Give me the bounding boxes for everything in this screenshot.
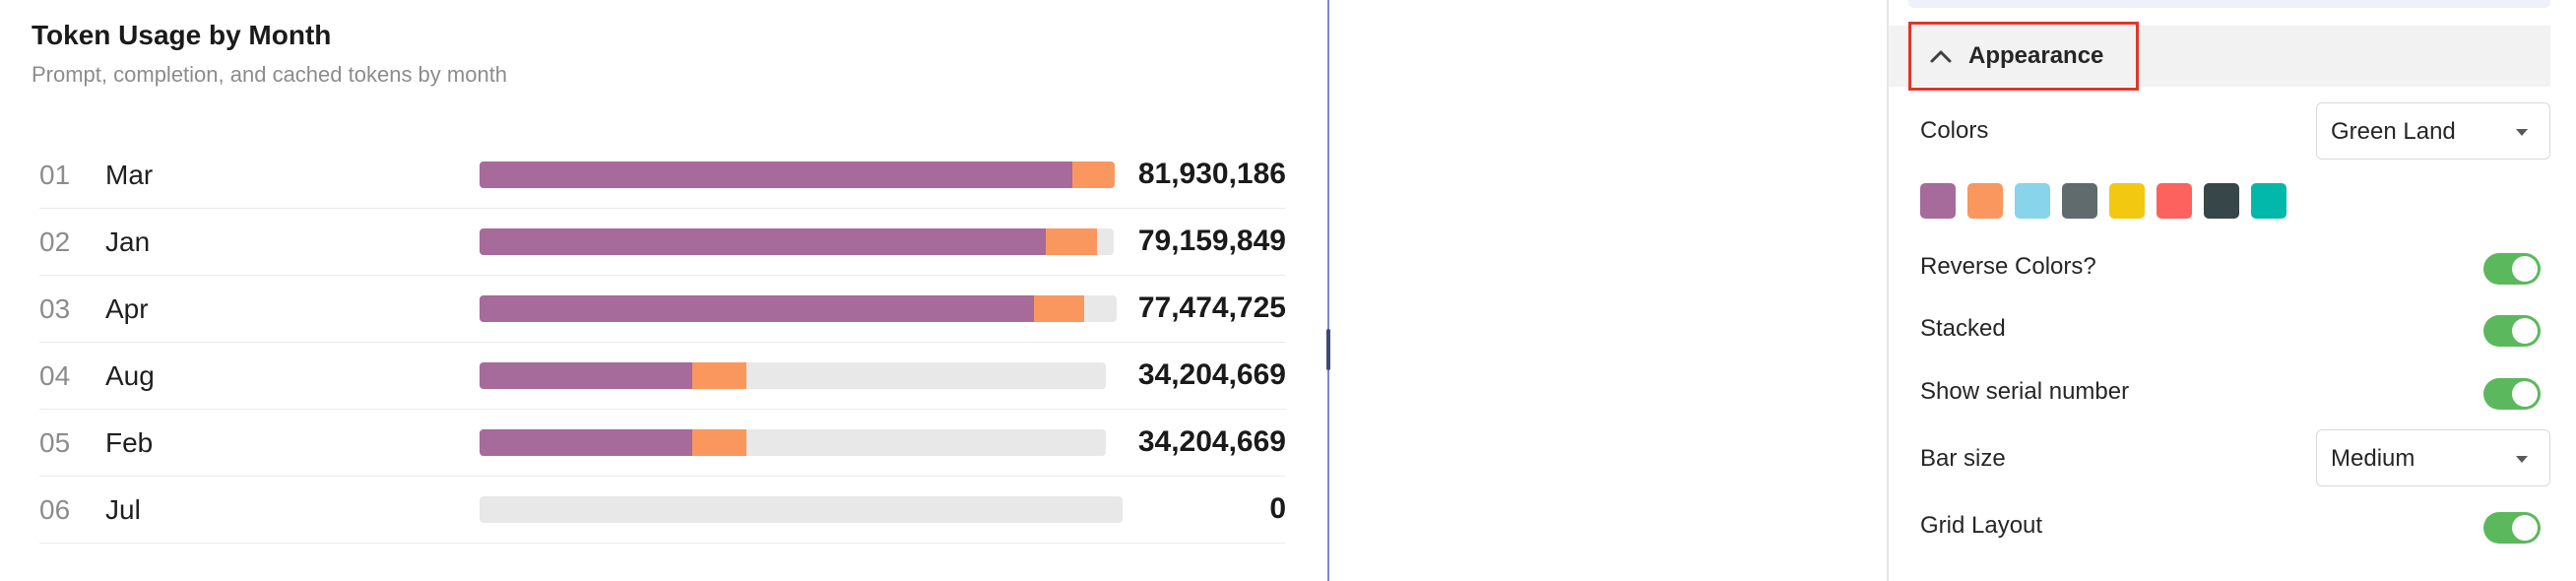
show-serial-label: Show serial number [1920,378,2130,405]
bar-segment-1[interactable] [480,295,1034,322]
previous-section-bottom [1908,0,2550,8]
row-label: Feb [105,427,154,458]
bar-segment-2[interactable] [691,429,747,456]
bar-track [480,496,1123,523]
row-value: 34,204,669 [1137,358,1286,391]
row-label: Jul [105,494,141,525]
switch-knob [2512,256,2538,282]
stacked-label: Stacked [1920,315,2006,342]
stacked-switch[interactable] [2483,315,2541,347]
bar-size-select-value: Medium [2331,445,2415,472]
row-value: 77,474,725 [1137,291,1286,324]
bar-track [480,228,1114,255]
bar-segment-2[interactable] [1072,161,1115,188]
colors-label: Colors [1920,117,1989,144]
color-swatch[interactable] [1967,183,2003,219]
chart-row: 04 Aug 34,204,669 [39,343,1286,410]
chart-row: 02 Jan 79,159,849 [39,209,1286,276]
color-swatch[interactable] [2062,183,2097,219]
color-palette [1920,183,2286,219]
settings-panel: Appearance Colors Green Land Reverse Col… [1887,0,2576,581]
color-swatch[interactable] [2204,183,2239,219]
appearance-toggle[interactable]: Appearance [1908,22,2139,91]
chart-row: 05 Feb 34,204,669 [39,410,1286,477]
bar-track [480,295,1117,322]
color-swatch[interactable] [2157,183,2192,219]
row-serial: 06 [39,494,71,525]
appearance-section-header[interactable] [1889,26,2550,87]
bar-segment-1[interactable] [480,429,692,456]
bar-segment-2[interactable] [1033,295,1085,322]
bar-segment-1[interactable] [480,362,692,389]
bar-track [480,161,1115,188]
chart-card: Token Usage by Month Prompt, completion,… [32,20,1286,544]
row-serial: 02 [39,226,71,257]
row-serial: 05 [39,427,71,458]
bar-segment-1[interactable] [480,161,1073,188]
switch-knob [2512,381,2538,407]
chart-subtitle: Prompt, completion, and cached tokens by… [32,62,508,87]
splitter-handle[interactable] [1326,329,1330,370]
row-serial: 03 [39,293,71,324]
row-value: 34,204,669 [1137,425,1286,458]
switch-knob [2512,515,2538,541]
chart-row: 01 Mar 81,930,186 [39,142,1286,209]
chart-rows: 01 Mar 81,930,186 02 Jan 79,159,849 03 Apr 77,47… [39,142,1286,544]
bar-segment-2[interactable] [1045,228,1098,255]
reverse-colors-switch[interactable] [2483,253,2541,285]
chart-title: Token Usage by Month [32,20,332,50]
row-label: Jan [105,226,151,257]
reverse-colors-label: Reverse Colors? [1920,253,2096,280]
colors-select[interactable]: Green Land [2316,102,2550,160]
bar-size-select[interactable]: Medium [2316,429,2550,486]
color-swatch[interactable] [2015,183,2050,219]
row-value: 0 [1269,492,1286,525]
row-serial: 01 [39,160,71,190]
chevron-down-icon [2516,129,2528,136]
bar-track [480,362,1106,389]
row-label: Mar [105,160,154,190]
row-value: 81,930,186 [1137,158,1286,190]
switch-knob [2512,318,2538,344]
color-swatch[interactable] [1920,183,1956,219]
bar-segment-2[interactable] [691,362,747,389]
chart-row: 03 Apr 77,474,725 [39,276,1286,343]
color-swatch[interactable] [2109,183,2145,219]
colors-select-value: Green Land [2331,118,2456,145]
panel-splitter[interactable] [1327,0,1329,581]
grid-layout-switch[interactable] [2483,512,2541,544]
grid-layout-label: Grid Layout [1920,512,2043,539]
bar-size-label: Bar size [1920,445,2006,472]
row-label: Apr [105,293,149,324]
appearance-label: Appearance [1968,42,2104,69]
row-value: 79,159,849 [1137,225,1286,257]
chart-row: 06 Jul 0 [39,477,1286,544]
bar-track [480,429,1106,456]
show-serial-switch[interactable] [2483,378,2541,410]
color-swatch[interactable] [2251,183,2286,219]
row-serial: 04 [39,360,71,391]
bar-segment-1[interactable] [480,228,1046,255]
row-label: Aug [105,360,155,391]
chevron-down-icon [2516,456,2528,463]
chevron-up-icon [1923,38,1959,74]
